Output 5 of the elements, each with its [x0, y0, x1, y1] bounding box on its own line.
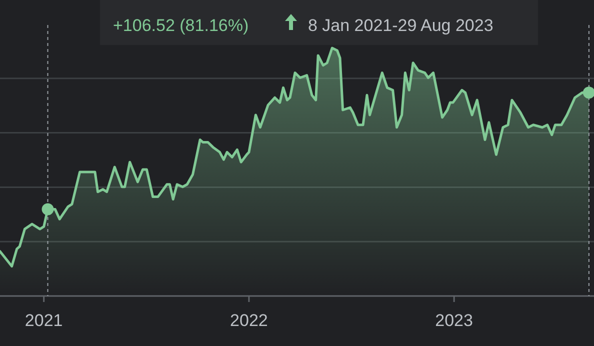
text: 8 Jan 2021-29 Aug 2023 [308, 16, 494, 35]
x-tick-label: 2023 [435, 311, 473, 330]
x-tick-label: 2021 [24, 311, 63, 330]
text: +106.52 (81.16%) [113, 16, 249, 35]
x-tick-label: 2022 [230, 311, 268, 330]
